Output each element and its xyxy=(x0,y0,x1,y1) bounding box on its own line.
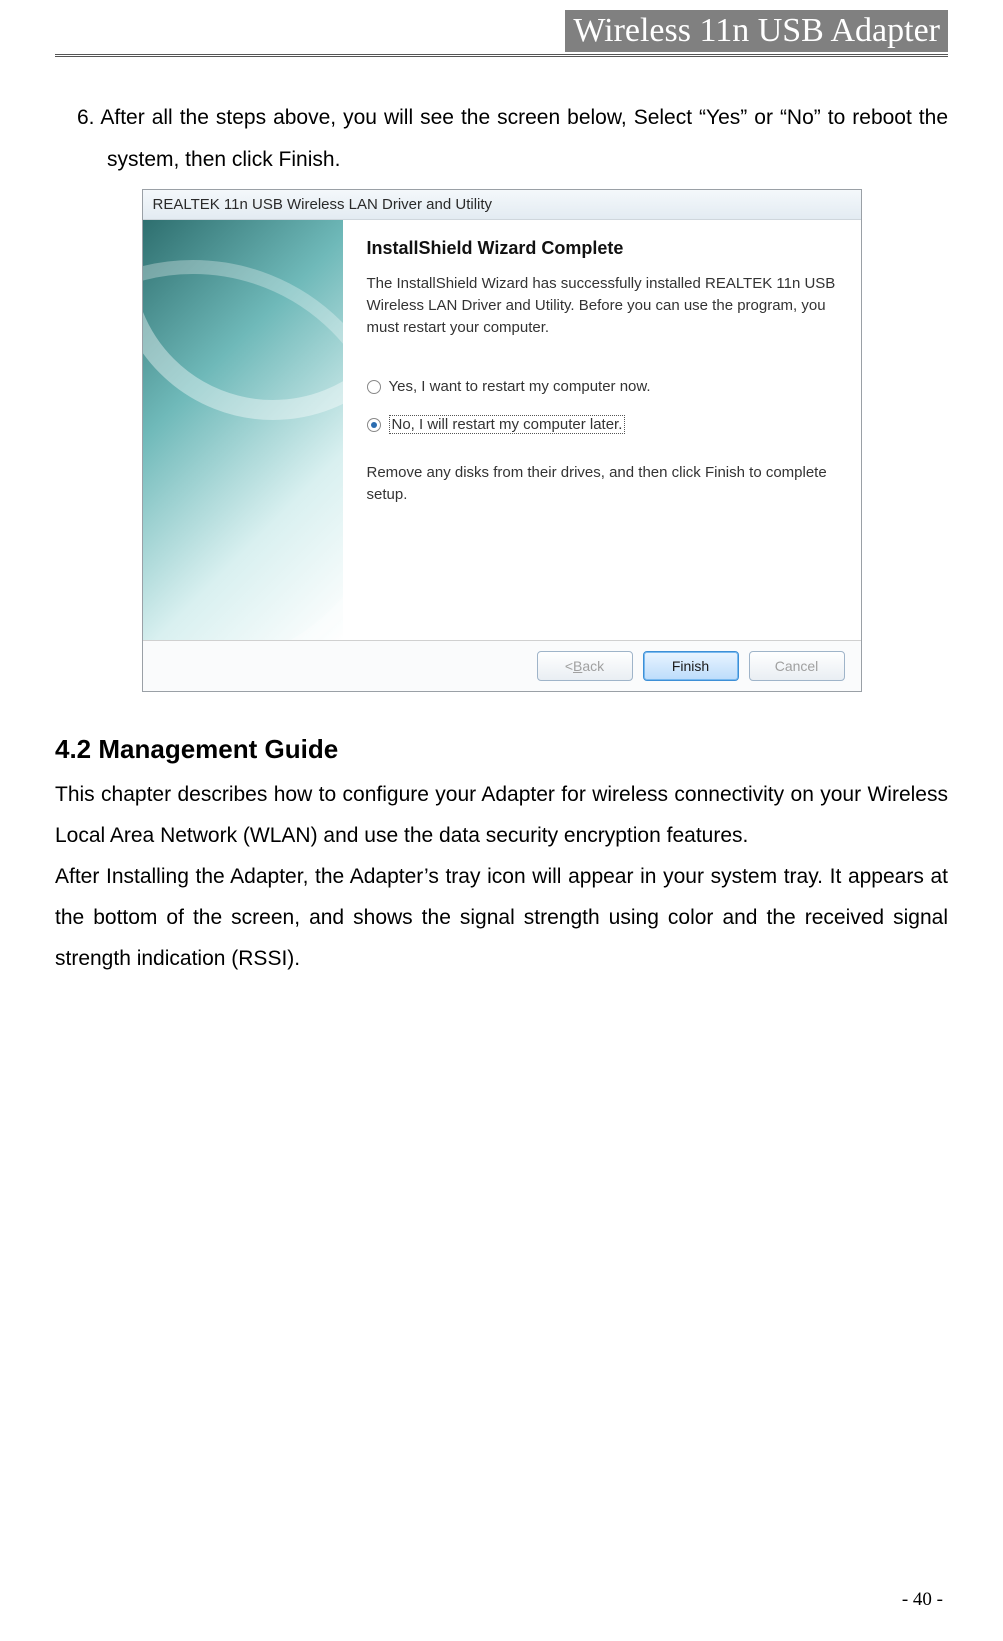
decorative-curve xyxy=(143,260,343,640)
section-para-2: After Installing the Adapter, the Adapte… xyxy=(55,857,948,980)
installer-titlebar: REALTEK 11n USB Wireless LAN Driver and … xyxy=(143,190,861,220)
installer-window: REALTEK 11n USB Wireless LAN Driver and … xyxy=(142,189,862,692)
radio-unselected-icon xyxy=(367,380,381,394)
back-button[interactable]: < Back xyxy=(537,651,633,681)
back-suffix: ack xyxy=(582,658,604,674)
back-hotkey: B xyxy=(573,658,582,674)
restart-now-option[interactable]: Yes, I want to restart my computer now. xyxy=(367,378,837,395)
remove-disks-text: Remove any disks from their drives, and … xyxy=(367,462,837,506)
radio-selected-icon xyxy=(367,418,381,432)
step-body: After all the steps above, you will see … xyxy=(100,106,948,171)
restart-later-label: No, I will restart my computer later. xyxy=(389,415,626,434)
installer-body: InstallShield Wizard Complete The Instal… xyxy=(143,220,861,640)
document-title: Wireless 11n USB Adapter xyxy=(565,10,948,52)
page-number: - 40 - xyxy=(902,1589,943,1611)
wizard-complete-title: InstallShield Wizard Complete xyxy=(367,238,837,259)
finish-button[interactable]: Finish xyxy=(643,651,739,681)
restart-later-option[interactable]: No, I will restart my computer later. xyxy=(367,415,837,434)
installer-screenshot: REALTEK 11n USB Wireless LAN Driver and … xyxy=(55,189,948,692)
step-number: 6. xyxy=(77,106,95,129)
step-6-text: 6. After all the steps above, you will s… xyxy=(55,97,948,181)
installer-content: InstallShield Wizard Complete The Instal… xyxy=(343,220,861,640)
restart-now-label: Yes, I want to restart my computer now. xyxy=(389,378,651,395)
installer-footer: < Back Finish Cancel xyxy=(143,640,861,691)
back-prefix: < xyxy=(565,658,573,674)
installer-side-graphic xyxy=(143,220,343,640)
cancel-button[interactable]: Cancel xyxy=(749,651,845,681)
page-header: Wireless 11n USB Adapter xyxy=(55,10,948,57)
section-4-2-heading: 4.2 Management Guide xyxy=(55,734,948,765)
section-para-1: This chapter describes how to configure … xyxy=(55,775,948,857)
wizard-description: The InstallShield Wizard has successfull… xyxy=(367,273,837,338)
